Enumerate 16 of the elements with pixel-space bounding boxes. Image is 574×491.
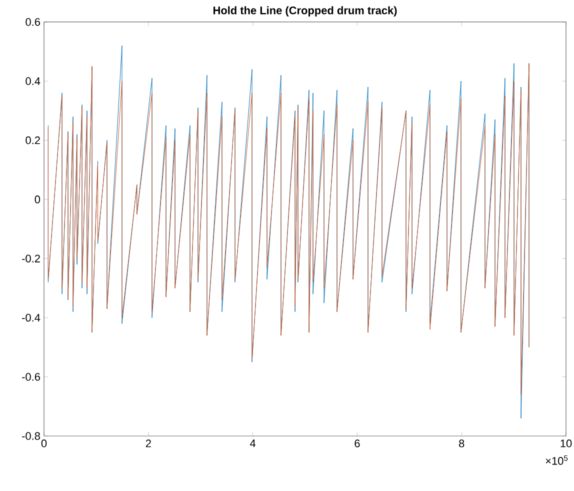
x-tick-label: 6 (354, 440, 360, 448)
y-tick-label: 0.4 (26, 77, 40, 86)
y-tick-label: 0.2 (26, 136, 40, 144)
x-tick-label: 2 (146, 440, 151, 448)
x-tick-label: 0 (41, 440, 47, 448)
y-tick-label: 0 (34, 196, 40, 204)
y-tick-label: -0.4 (22, 314, 40, 322)
x-tick-label: 4 (250, 440, 256, 448)
y-tick-label: -0.6 (22, 372, 40, 381)
chart-title: Hold the Line (Cropped drum track) (213, 6, 397, 16)
x-tick-label: 8 (459, 440, 464, 448)
y-tick-label: -0.8 (22, 432, 40, 440)
y-tick-label: -0.2 (22, 254, 40, 262)
y-tick-label: 0.6 (26, 18, 40, 26)
text: ×10$^{5}$ (546, 455, 568, 465)
x-tick-label: 10 (560, 440, 572, 448)
